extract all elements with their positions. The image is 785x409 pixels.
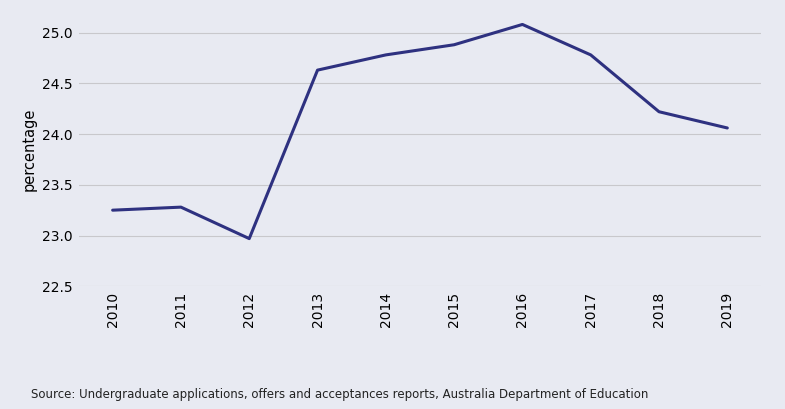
Text: Source: Undergraduate applications, offers and acceptances reports, Australia De: Source: Undergraduate applications, offe…: [31, 388, 648, 401]
Y-axis label: percentage: percentage: [22, 108, 37, 191]
